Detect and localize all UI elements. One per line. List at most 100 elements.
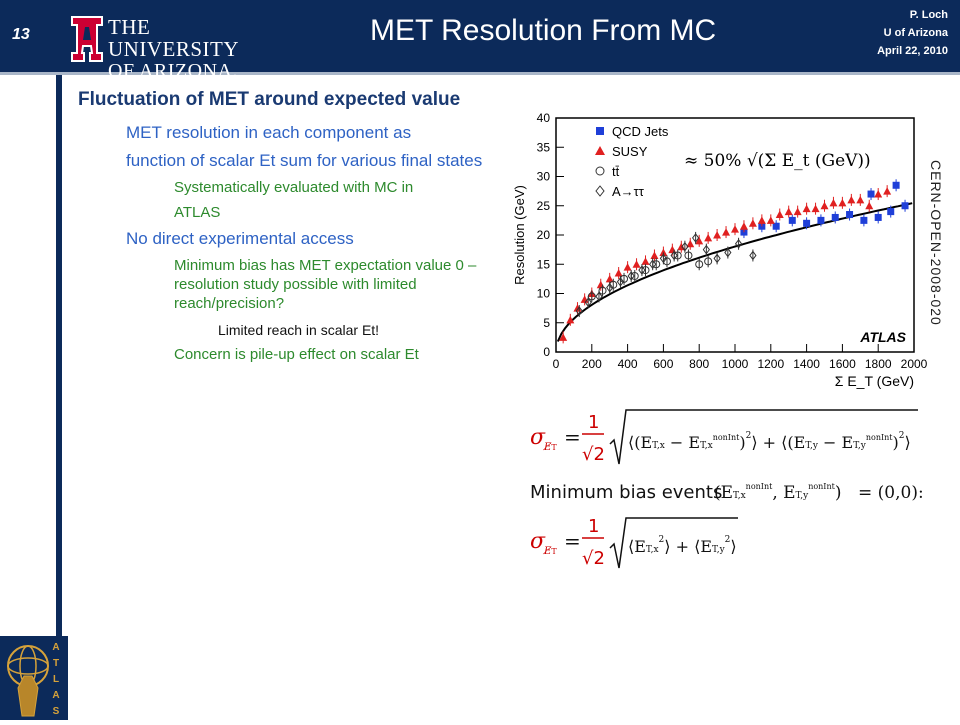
- university-name-line1: THE UNIVERSITY: [108, 15, 239, 61]
- sub-no-direct-access: No direct experimental access: [126, 229, 354, 248]
- x-tick-label: 1600: [829, 357, 856, 371]
- data-point-susy: [614, 269, 623, 277]
- data-point-qcd: [817, 216, 825, 224]
- data-point-susy: [686, 239, 695, 248]
- data-point-susy: [748, 219, 757, 227]
- author: P. Loch: [909, 9, 948, 21]
- data-point-ttbar: [704, 257, 713, 266]
- formula-sigma-minbias-svg: σ E̸T = 1 √2 ⟨ET,x2⟩ + ⟨ET,y2⟩: [530, 516, 738, 569]
- svg-text:⟨ET,x2⟩ + ⟨ET,y2⟩: ⟨ET,x2⟩ + ⟨ET,y2⟩: [628, 535, 737, 556]
- x-axis-label: Σ E_T (GeV): [835, 373, 914, 389]
- data-point-susy: [784, 207, 793, 216]
- data-point-susy: [659, 248, 668, 257]
- university-name-line2: OF ARIZONA.: [108, 60, 238, 82]
- resolution-chart: 0 200 400 600 800 1000 1200 1400 1600 1800 2000 0 5 1…: [508, 100, 948, 400]
- data-point-qcd: [867, 190, 875, 198]
- data-point-atautau: [681, 241, 689, 252]
- sub-function-of-scalar: function of scalar Et sum for various fi…: [126, 151, 483, 170]
- data-point-susy: [605, 274, 614, 283]
- data-point-atautau: [575, 306, 583, 316]
- data-point-atautau: [659, 253, 668, 264]
- sub-minimum-bias: Minimum bias has MET expectation value 0…: [174, 257, 477, 312]
- bullet-fluctuation: Fluctuation of MET around expected value: [78, 89, 461, 110]
- x-tick-label: 1200: [757, 357, 784, 371]
- data-point-susy: [865, 201, 874, 210]
- data-point-atautau: [702, 244, 710, 255]
- x-tick-label: 800: [689, 357, 709, 371]
- svg-text:S: S: [53, 706, 60, 717]
- x-tick-label: 2000: [901, 357, 928, 371]
- block-a-icon: [71, 16, 103, 62]
- svg-text:E̸T: E̸T: [542, 442, 557, 453]
- data-point-susy: [731, 225, 739, 233]
- svg-text:L: L: [53, 674, 59, 685]
- data-point-susy: [713, 231, 722, 239]
- svg-text:⟨(ET,x − ET,xnonInt)2⟩ + ⟨(ET,: ⟨(ET,x − ET,xnonInt)2⟩ + ⟨(ET,y − ET,yno…: [628, 431, 911, 452]
- data-point-atautau: [724, 247, 732, 258]
- formula-sigma-minbias: σ E̸T = 1 √2 ⟨ET,x2⟩ + ⟨ET,y2⟩: [528, 512, 788, 572]
- data-point-susy: [802, 204, 811, 213]
- data-point-atautau: [606, 282, 614, 293]
- data-point-qcd: [860, 216, 868, 224]
- formula-min-bias-svg: Minimum bias events (ET,xnonInt, ET,ynon…: [530, 482, 924, 503]
- formula-sqrt2-2: √2: [582, 548, 605, 569]
- data-point-atautau: [627, 271, 635, 281]
- data-point-susy: [641, 257, 650, 265]
- min-bias-label: Minimum bias events: [530, 482, 722, 503]
- formula-one-2: 1: [588, 516, 599, 537]
- svg-text:=: =: [564, 529, 581, 553]
- data-point-susy: [695, 236, 704, 245]
- slide-meta: P. Loch U of Arizona April 22, 2010: [877, 6, 948, 60]
- data-point-susy: [704, 233, 713, 242]
- svg-text:σ: σ: [530, 425, 546, 450]
- sub-systematically: Systematically evaluated with MC in: [174, 179, 414, 196]
- data-point-qcd: [874, 213, 882, 221]
- formula-min-bias: Minimum bias events (ET,xnonInt, ET,ynon…: [528, 472, 938, 512]
- sub-met-resolution: MET resolution in each component as: [126, 123, 412, 142]
- formula-sigma-full: σ E̸T = 1 √2 ⟨(ET,x − ET,xnonInt)2⟩ + ⟨(…: [528, 408, 928, 468]
- y-axis-label: Resolution (GeV): [512, 185, 527, 285]
- min-bias-value: = (0,0):: [858, 483, 924, 503]
- formula-sigma-full-svg: σ E̸T = 1 √2 ⟨(ET,x − ET,xnonInt)2⟩ + ⟨(…: [530, 409, 918, 465]
- legend-label: A→ττ: [612, 184, 645, 199]
- data-point-susy: [829, 198, 838, 207]
- legend-label: SUSY: [612, 144, 648, 159]
- data-point-susy: [775, 210, 784, 219]
- data-point-qcd: [831, 213, 839, 221]
- y-tick-label: 35: [537, 140, 551, 154]
- fit-annotation: ≈ 50% √(Σ E_t (GeV)): [684, 151, 871, 171]
- data-point-susy: [811, 204, 820, 213]
- y-tick-label: 0: [543, 345, 550, 359]
- data-point-susy: [739, 222, 748, 230]
- slide-header: 13 THE UNIVERSITY OF ARIZONA. MET Resolu…: [0, 0, 960, 82]
- data-point-qcd: [846, 211, 854, 219]
- data-point-susy: [566, 315, 575, 324]
- svg-text:A: A: [52, 690, 59, 701]
- data-point-susy: [766, 216, 775, 224]
- data-point-qcd: [788, 216, 796, 224]
- y-tick-label: 30: [537, 170, 551, 184]
- svg-text:σ: σ: [530, 529, 546, 554]
- y-tick-label: 15: [537, 257, 551, 271]
- svg-text:=: =: [564, 425, 581, 449]
- university-logo: THE UNIVERSITY OF ARIZONA.: [70, 13, 270, 82]
- data-point-atautau: [616, 276, 625, 287]
- data-point-susy: [623, 263, 632, 271]
- atlas-logo: A T L A S: [0, 636, 68, 720]
- legend-label: QCD Jets: [612, 124, 669, 139]
- y-tick-label: 10: [537, 287, 551, 301]
- left-bar: [0, 75, 62, 720]
- data-point-ttbar: [684, 251, 693, 260]
- slide-title: MET Resolution From MC: [370, 14, 717, 47]
- data-point-atautau: [713, 253, 721, 264]
- data-point-susy: [874, 190, 883, 198]
- x-tick-label: 1000: [722, 357, 749, 371]
- data-point-susy: [820, 201, 829, 210]
- data-point-susy: [793, 207, 802, 216]
- legend-marker-ttbar: [595, 166, 605, 176]
- data-point-atautau: [691, 233, 700, 243]
- data-point-susy: [856, 195, 865, 204]
- sub-atlas: ATLAS: [174, 204, 221, 221]
- formula-one: 1: [588, 412, 599, 433]
- atlas-watermark: ATLAS: [859, 329, 906, 345]
